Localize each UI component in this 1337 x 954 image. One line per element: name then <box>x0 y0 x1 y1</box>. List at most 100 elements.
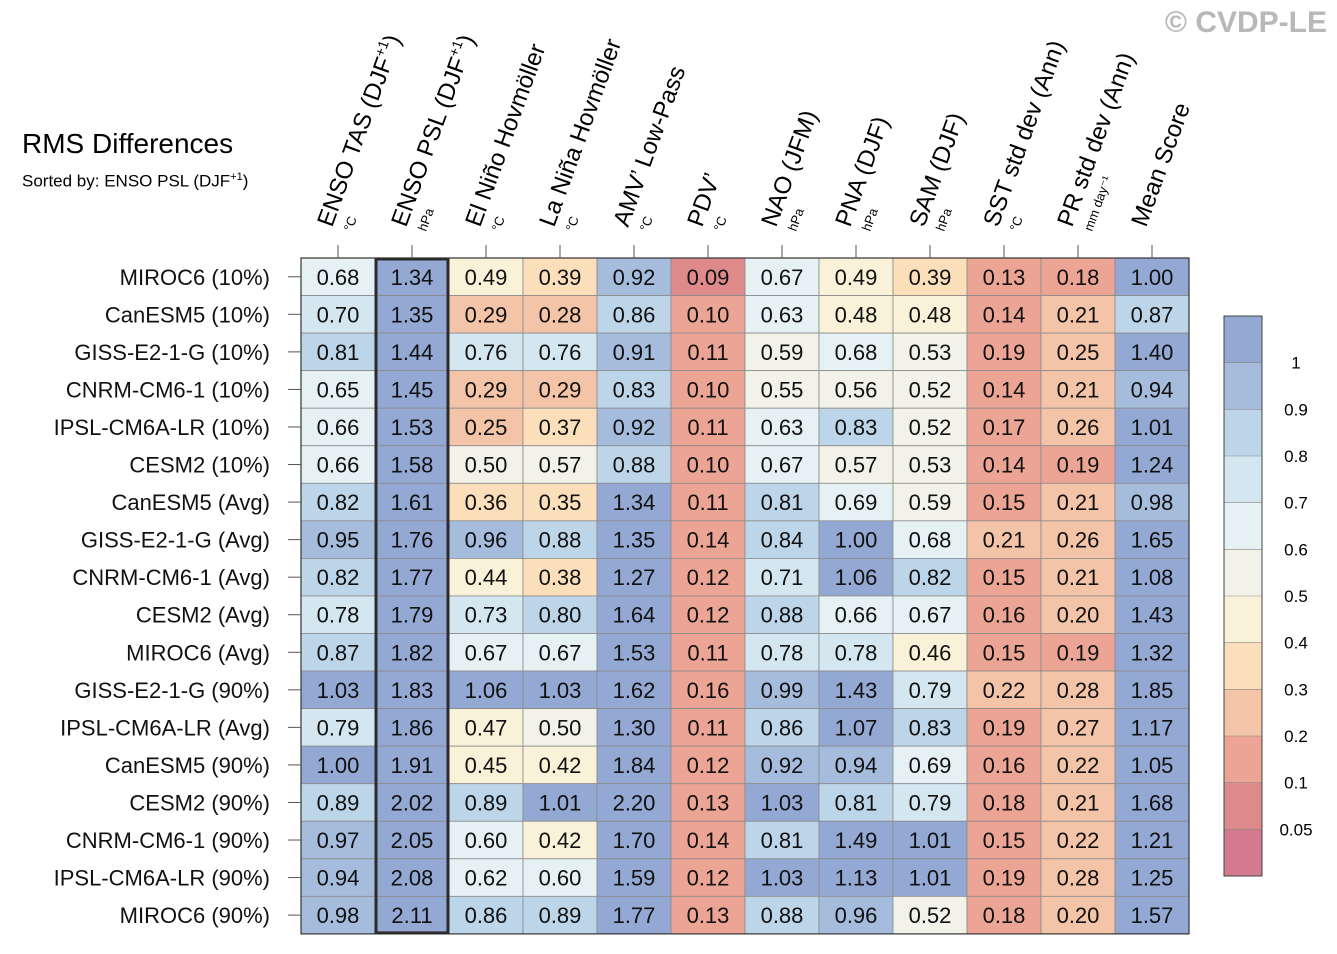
cell-value: 0.88 <box>761 903 804 928</box>
colorbar-bin <box>1224 782 1262 830</box>
cell-value: 0.66 <box>317 415 360 440</box>
heatmap-cell <box>892 407 968 447</box>
heatmap-cell <box>374 407 450 447</box>
cell-value: 1.59 <box>613 866 656 891</box>
heatmap-cell <box>892 558 968 597</box>
cell-value: 0.12 <box>687 565 730 590</box>
heatmap-cell <box>670 595 746 634</box>
cell-value: 0.47 <box>465 715 508 740</box>
cell-value: 0.81 <box>761 828 804 853</box>
heatmap-cell <box>522 445 598 484</box>
heatmap-cell <box>596 332 672 372</box>
cell-value: 0.09 <box>687 265 730 290</box>
cell-value: 2.20 <box>613 790 656 815</box>
heatmap-cell <box>670 820 746 860</box>
cell-value: 0.68 <box>835 340 878 365</box>
cell-value: 0.88 <box>613 453 656 478</box>
cell-value: 0.11 <box>687 340 728 365</box>
cell-value: 0.21 <box>1057 790 1100 815</box>
heatmap-cell <box>1114 520 1190 559</box>
heatmap-cell <box>596 633 672 672</box>
heatmap-cell <box>300 520 376 559</box>
column-label-text: SAM (DJF) <box>904 109 970 230</box>
cell-value: 1.91 <box>391 753 434 778</box>
heatmap-cell <box>892 858 968 897</box>
cell-value: 1.85 <box>1131 678 1174 703</box>
heatmap-cell <box>300 407 376 447</box>
heatmap-cell <box>670 895 746 935</box>
cell-value: 0.89 <box>317 790 360 815</box>
heatmap-cell <box>522 745 598 785</box>
sort-column-highlight <box>374 257 450 935</box>
heatmap-cell <box>670 745 746 785</box>
cell-value: 1.01 <box>909 828 952 853</box>
cell-value: 1.35 <box>613 528 656 553</box>
heatmap-cell <box>744 445 820 484</box>
cell-value: 0.50 <box>539 715 582 740</box>
heatmap-cell <box>1114 295 1190 334</box>
chart-subtitle: Sorted by: ENSO PSL (DJF+1) <box>22 171 248 192</box>
heatmap-cell <box>596 407 672 447</box>
heatmap-cell <box>448 708 524 747</box>
subtitle-prefix: Sorted by: ENSO PSL (DJF <box>22 171 231 191</box>
cell-value: 0.17 <box>983 415 1026 440</box>
cell-value: 0.29 <box>465 302 508 327</box>
column-unit: °C <box>637 214 656 233</box>
heatmap-cell <box>374 820 450 860</box>
heatmap-cell <box>448 520 524 559</box>
cell-value: 1.45 <box>391 377 434 402</box>
cell-value: 1.06 <box>835 565 878 590</box>
cell-value: 0.21 <box>1057 565 1100 590</box>
cell-value: 1.03 <box>761 866 804 891</box>
heatmap-cell <box>300 820 376 860</box>
column-unit: °C <box>341 214 360 233</box>
cell-value: 1.00 <box>317 753 360 778</box>
cell-value: 0.66 <box>835 603 878 628</box>
cell-value: 0.89 <box>539 903 582 928</box>
row-label: CanESM5 (10%) <box>105 302 270 327</box>
heatmap-cell <box>448 407 524 447</box>
cell-value: 0.19 <box>983 340 1026 365</box>
cell-value: 0.78 <box>835 640 878 665</box>
cell-value: 0.29 <box>539 377 582 402</box>
colorbar-label: 0.8 <box>1284 447 1308 466</box>
cell-value: 0.16 <box>983 603 1026 628</box>
heatmap-cell <box>818 332 894 372</box>
row-label: GISS-E2-1-G (90%) <box>74 678 270 703</box>
cell-value: 1.03 <box>317 678 360 703</box>
heatmap-cell <box>1114 595 1190 634</box>
heatmap-cell <box>1114 670 1190 709</box>
cell-value: 0.87 <box>317 640 360 665</box>
cell-value: 1.21 <box>1131 828 1174 853</box>
cell-value: 0.22 <box>1057 753 1100 778</box>
heatmap-cell <box>966 370 1042 409</box>
cell-value: 0.16 <box>687 678 730 703</box>
cell-value: 1.79 <box>391 603 434 628</box>
colorbar-label: 0.3 <box>1284 680 1308 699</box>
cell-value: 1.83 <box>391 678 434 703</box>
grid-border <box>300 257 1190 935</box>
cell-value: 0.26 <box>1057 415 1100 440</box>
cell-value: 0.73 <box>465 603 508 628</box>
cell-value: 1.61 <box>391 490 434 515</box>
cell-value: 0.83 <box>909 715 952 740</box>
cell-value: 0.96 <box>835 903 878 928</box>
cell-value: 0.26 <box>1057 528 1100 553</box>
row-label: GISS-E2-1-G (10%) <box>74 340 270 365</box>
subtitle-suffix: ) <box>242 171 249 191</box>
cell-value: 0.52 <box>909 903 952 928</box>
cell-value: 1.06 <box>465 678 508 703</box>
heatmap-cell <box>892 820 968 860</box>
colorbar-label: 0.05 <box>1279 820 1312 839</box>
heatmap-cell <box>818 783 894 822</box>
heatmap-cell <box>818 745 894 785</box>
heatmap-cell <box>300 482 376 522</box>
cell-value: 1.30 <box>613 715 656 740</box>
cell-value: 0.62 <box>465 866 508 891</box>
heatmap-cell <box>596 783 672 822</box>
cell-value: 0.22 <box>983 678 1026 703</box>
heatmap-cell <box>448 332 524 372</box>
cell-value: 0.53 <box>909 340 952 365</box>
cell-value: 0.81 <box>317 340 360 365</box>
cell-value: 0.78 <box>317 603 360 628</box>
